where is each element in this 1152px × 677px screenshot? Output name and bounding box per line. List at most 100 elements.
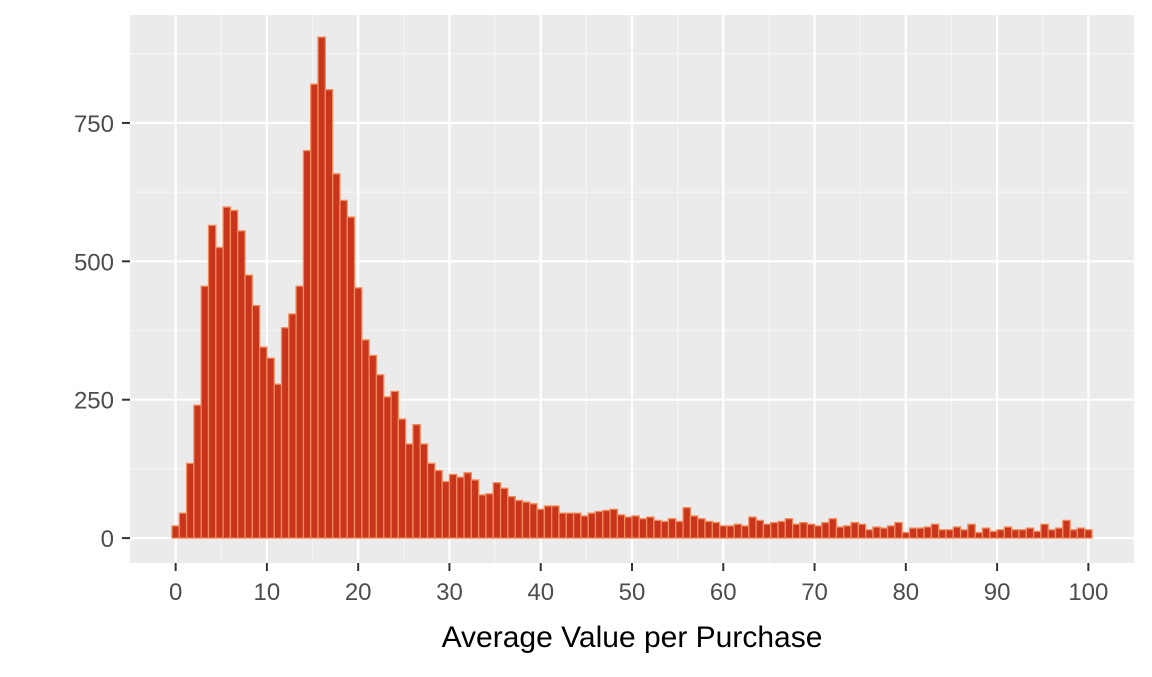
histogram-bar (339, 199, 348, 539)
histogram-bar (222, 206, 232, 539)
histogram-bar (346, 216, 356, 539)
histogram-bar (295, 285, 305, 539)
histogram-bar (1069, 529, 1079, 539)
histogram-bar (514, 499, 524, 539)
y-tick-label: 250 (74, 388, 114, 415)
histogram-bar (1054, 527, 1064, 539)
histogram-bar (923, 526, 933, 539)
histogram-bar (456, 476, 465, 539)
histogram-bar (821, 521, 830, 539)
histogram-bar (1076, 527, 1086, 539)
histogram-bar (171, 525, 180, 539)
histogram-bar (331, 173, 341, 539)
histogram-bar (448, 473, 458, 539)
histogram-bar (361, 339, 370, 539)
histogram-bar (813, 525, 823, 539)
histogram-bar (478, 494, 487, 539)
x-tick-label: 30 (436, 579, 463, 606)
histogram-bar (777, 520, 786, 539)
histogram-bar (872, 526, 881, 539)
histogram-bar (938, 529, 947, 539)
histogram-bar (616, 514, 626, 539)
histogram-bar (185, 462, 195, 539)
histogram-bar (1084, 529, 1093, 539)
histogram-bar (653, 519, 662, 539)
histogram-bar (200, 285, 210, 539)
x-axis-title: Average Value per Purchase (442, 621, 823, 654)
histogram-bar (726, 525, 735, 539)
histogram-bar (1018, 529, 1027, 539)
histogram-bar (996, 529, 1006, 539)
histogram-bar (828, 518, 838, 539)
histogram-bar (704, 520, 713, 539)
histogram-bar (733, 523, 743, 539)
histogram-bar (879, 527, 889, 539)
y-tick-label: 750 (74, 111, 114, 138)
histogram-bar (974, 531, 984, 539)
histogram-bar (353, 287, 363, 539)
histogram-bar (237, 230, 246, 539)
histogram-bar (916, 527, 925, 539)
histogram-bar (1047, 529, 1057, 539)
histogram-bar (470, 479, 480, 539)
histogram-bar (368, 354, 378, 539)
histogram-bar (507, 495, 516, 539)
histogram-bar (645, 516, 655, 539)
histogram-bar (952, 526, 962, 539)
histogram-bar (193, 404, 202, 539)
histogram-bar (908, 527, 918, 539)
x-tick-label: 90 (984, 579, 1011, 606)
histogram-bar (689, 515, 699, 539)
histogram-bar (697, 518, 706, 539)
histogram-bar (981, 527, 991, 539)
histogram-bar (843, 525, 852, 539)
histogram-bar (499, 487, 509, 539)
histogram-bar (551, 505, 560, 539)
histogram-bar (434, 469, 443, 539)
histogram-bar (441, 480, 451, 539)
histogram-bar (784, 518, 794, 539)
histogram-bar (675, 520, 684, 539)
histogram-bar (207, 224, 217, 539)
x-tick-label: 70 (801, 579, 828, 606)
x-tick-label: 50 (619, 579, 646, 606)
histogram-bar (302, 149, 312, 539)
histogram-bar (529, 503, 538, 539)
histogram-bar (324, 89, 334, 539)
histogram-bar (835, 526, 845, 539)
histogram-bar (959, 529, 969, 539)
histogram-bar (711, 521, 721, 539)
x-tick-label: 20 (345, 579, 372, 606)
histogram-bar (1040, 523, 1049, 539)
histogram-bar (558, 512, 567, 539)
histogram-bar (543, 505, 553, 539)
histogram-bar (426, 462, 436, 539)
histogram-bar (521, 501, 531, 539)
histogram-bar (755, 519, 765, 539)
histogram-bar (799, 521, 808, 539)
histogram-bar (791, 523, 801, 539)
histogram-bar (857, 523, 867, 539)
histogram-bar (229, 209, 239, 539)
histogram-bar (1003, 526, 1013, 539)
histogram-bar (718, 525, 728, 539)
histogram-bar (894, 521, 903, 539)
histogram-bar (682, 506, 692, 539)
histogram-bar (587, 512, 597, 539)
y-tick-label: 0 (101, 526, 114, 553)
histogram-bar (748, 516, 757, 539)
histogram-bar (273, 383, 283, 539)
histogram-bar (624, 516, 633, 539)
histogram-bar (989, 530, 998, 539)
histogram-bar (244, 274, 253, 539)
histogram-bar (580, 515, 589, 539)
histogram-bar (850, 521, 860, 539)
histogram-bar (602, 509, 611, 539)
histogram-bar (317, 36, 326, 539)
histogram-bar (536, 508, 546, 539)
histogram-bar (865, 529, 874, 539)
x-axis: 0 10 20 30 40 50 60 70 80 90 100 (169, 563, 1108, 606)
x-tick-label: 0 (169, 579, 182, 606)
histogram-bar (565, 512, 575, 539)
x-tick-label: 40 (527, 579, 554, 606)
